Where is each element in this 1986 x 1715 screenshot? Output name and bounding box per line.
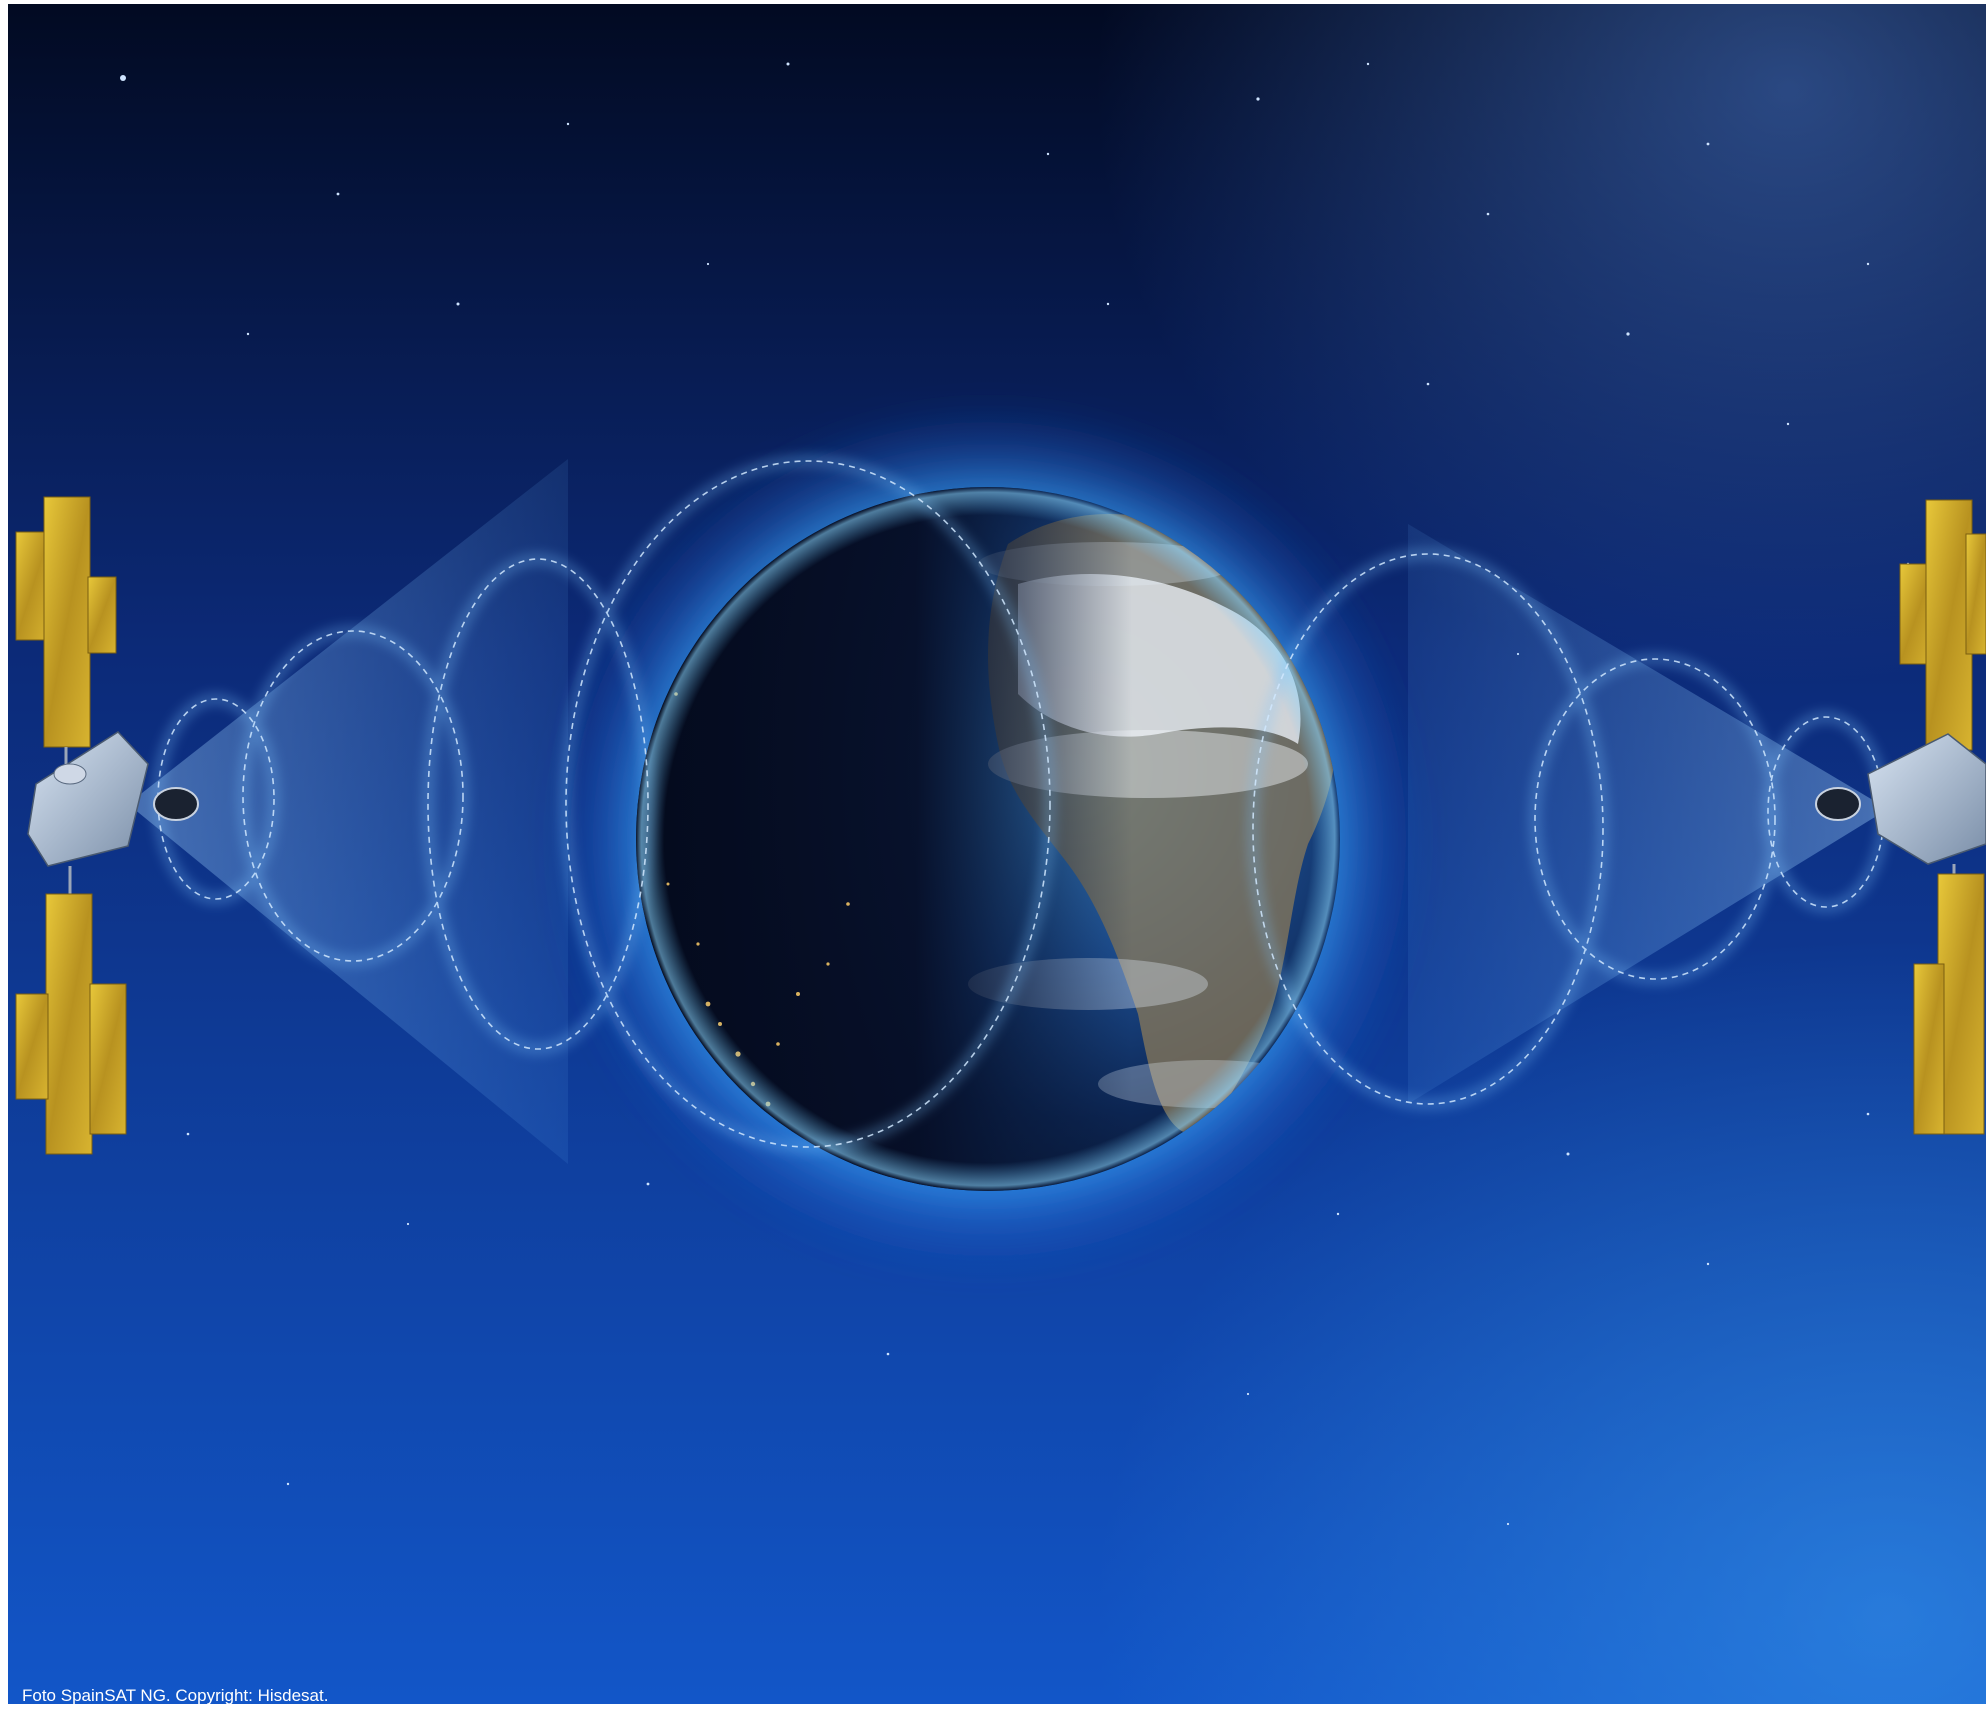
earth-globe [636,487,1340,1191]
photo-credit-caption: Foto SpainSAT NG. Copyright: Hisdesat. [22,1686,329,1705]
left-satellite-icon [15,496,199,1155]
space-artwork [8,4,1986,1704]
right-satellite-icon [1815,499,1986,1135]
stars [120,62,1910,1526]
